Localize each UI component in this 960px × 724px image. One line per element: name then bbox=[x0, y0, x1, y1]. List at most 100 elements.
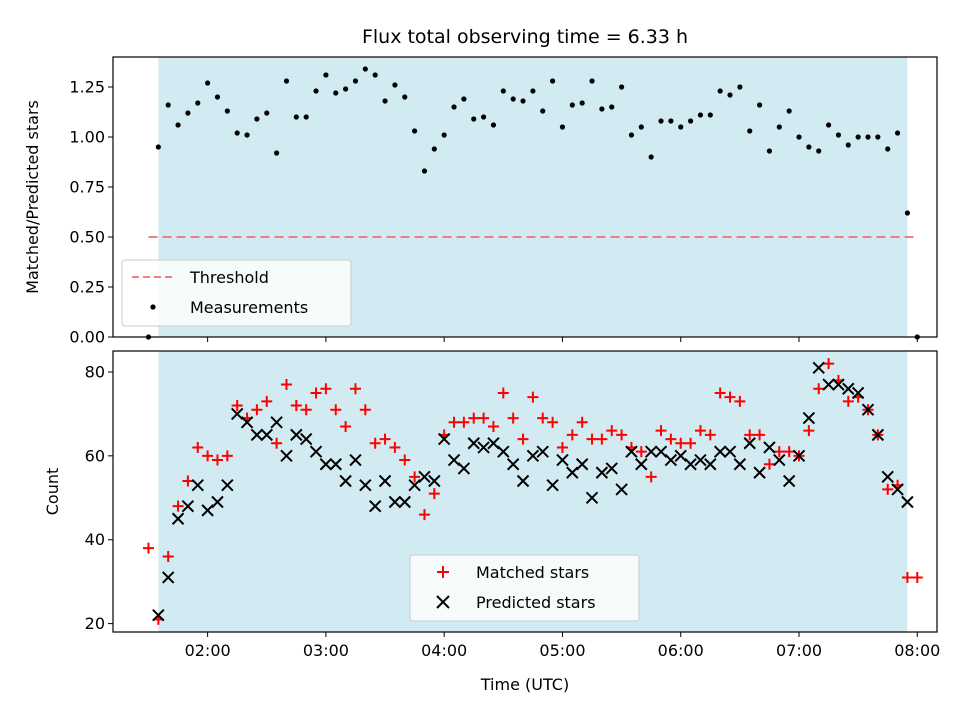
predicted-star-marker bbox=[556, 453, 569, 467]
measurement-point bbox=[313, 88, 319, 94]
matched-star-marker bbox=[675, 437, 687, 449]
measurement-point bbox=[648, 154, 654, 160]
measurement-point bbox=[362, 66, 368, 72]
measurement-point bbox=[481, 114, 487, 120]
measurement-point bbox=[530, 88, 536, 94]
measurement-point bbox=[737, 84, 743, 90]
top-legend-box bbox=[121, 259, 352, 327]
measurement-point bbox=[845, 142, 851, 148]
predicted-stars-legend-marker bbox=[436, 595, 450, 609]
measurement-point bbox=[431, 146, 437, 152]
matched-star-marker bbox=[566, 429, 578, 441]
top-panel: 0.00 0.25 0.50 0.75 1.00 1.25 Flux total obse… bbox=[23, 26, 938, 347]
x-tick-label: 08:00 bbox=[894, 641, 940, 660]
measurement-point bbox=[589, 78, 595, 84]
matched-star-marker bbox=[606, 425, 618, 437]
y-tick-label: 0.25 bbox=[69, 278, 105, 297]
measurement-point bbox=[609, 104, 615, 110]
predicted-star-marker bbox=[349, 453, 362, 467]
measurement-point bbox=[707, 112, 713, 118]
matched-star-marker bbox=[448, 416, 460, 428]
measurement-point bbox=[372, 72, 378, 78]
top-axes-frame bbox=[112, 56, 938, 338]
predicted-star-marker bbox=[802, 411, 816, 425]
predicted-star-marker bbox=[615, 483, 628, 496]
measurement-point bbox=[658, 118, 664, 124]
matched-star-marker bbox=[428, 488, 440, 500]
bottom-axes-frame bbox=[112, 350, 938, 633]
matched-star-marker bbox=[882, 483, 894, 495]
measurement-point bbox=[786, 108, 792, 114]
measurement-point bbox=[638, 124, 644, 130]
predicted-star-marker bbox=[477, 441, 490, 454]
predicted-star-marker bbox=[605, 462, 618, 475]
measurements-points bbox=[145, 66, 920, 340]
matched-star-marker bbox=[773, 446, 785, 458]
y-tick-label: 20 bbox=[85, 614, 105, 633]
predicted-star-marker bbox=[674, 449, 687, 463]
predicted-star-marker bbox=[861, 403, 875, 416]
predicted-star-marker bbox=[536, 445, 549, 458]
measurement-point bbox=[697, 112, 704, 118]
matched-star-marker bbox=[694, 425, 706, 437]
matched-star-marker bbox=[783, 446, 795, 458]
matched-star-marker bbox=[842, 395, 854, 407]
matched-star-marker bbox=[478, 412, 490, 424]
predicted-star-marker bbox=[250, 428, 264, 442]
measurement-point bbox=[825, 122, 832, 128]
predicted-star-marker bbox=[526, 449, 540, 463]
measurement-point bbox=[441, 132, 447, 138]
measurement-point bbox=[451, 104, 457, 110]
predicted-star-marker bbox=[566, 466, 579, 479]
matched-star-marker bbox=[290, 400, 302, 412]
predicted-star-marker bbox=[211, 495, 224, 509]
measurement-point bbox=[412, 128, 418, 134]
measurement-point bbox=[303, 114, 309, 120]
predicted-star-marker bbox=[881, 470, 894, 484]
measurement-point bbox=[461, 96, 467, 102]
predicted-star-marker bbox=[891, 483, 904, 496]
measurement-point bbox=[717, 88, 723, 94]
measurement-point bbox=[678, 124, 684, 130]
measurement-point bbox=[806, 144, 812, 150]
predicted-stars-legend-swatch bbox=[436, 595, 450, 609]
matched-star-marker bbox=[369, 437, 381, 449]
matched-star-marker bbox=[645, 471, 657, 483]
top-y-ticks: 0.00 0.25 0.50 0.75 1.00 1.25 bbox=[69, 78, 113, 347]
matched-star-marker bbox=[330, 404, 342, 416]
measurement-point bbox=[333, 90, 339, 96]
predicted-star-marker bbox=[171, 512, 185, 525]
predicted-star-marker bbox=[792, 449, 806, 463]
predicted-star-marker bbox=[516, 474, 530, 488]
predicted-star-marker bbox=[782, 474, 796, 488]
measurement-point bbox=[816, 148, 822, 154]
predicted-star-marker bbox=[457, 462, 471, 475]
matched-star-marker bbox=[172, 500, 184, 512]
matched-star-marker bbox=[182, 475, 194, 487]
matched-stars-legend-label: Matched stars bbox=[476, 563, 589, 582]
matched-star-marker bbox=[586, 433, 598, 445]
measurement-point bbox=[421, 168, 428, 174]
matched-star-marker bbox=[320, 383, 332, 395]
predicted-star-marker bbox=[644, 445, 658, 458]
measurement-point bbox=[264, 110, 270, 116]
measurement-point bbox=[293, 114, 299, 120]
measurement-point bbox=[776, 124, 782, 130]
predicted-star-marker bbox=[408, 479, 421, 492]
predicted-star-marker bbox=[388, 495, 402, 509]
measurements-legend-swatch bbox=[150, 304, 156, 310]
bottom-legend-box bbox=[409, 554, 640, 622]
measurement-point bbox=[865, 134, 871, 140]
predicted-star-marker bbox=[428, 474, 441, 488]
measurement-point bbox=[894, 130, 901, 136]
measurement-point bbox=[618, 84, 625, 90]
matched-star-marker bbox=[754, 429, 766, 441]
measurement-point bbox=[510, 96, 516, 102]
predicted-star-marker bbox=[871, 428, 885, 442]
measurement-point bbox=[185, 110, 191, 116]
y-tick-label: 1.25 bbox=[69, 78, 105, 97]
top-legend: Threshold Measurements bbox=[121, 259, 352, 327]
threshold-legend-label: Threshold bbox=[189, 268, 269, 287]
predicted-star-marker bbox=[654, 445, 668, 458]
matched-star-marker bbox=[537, 412, 549, 424]
